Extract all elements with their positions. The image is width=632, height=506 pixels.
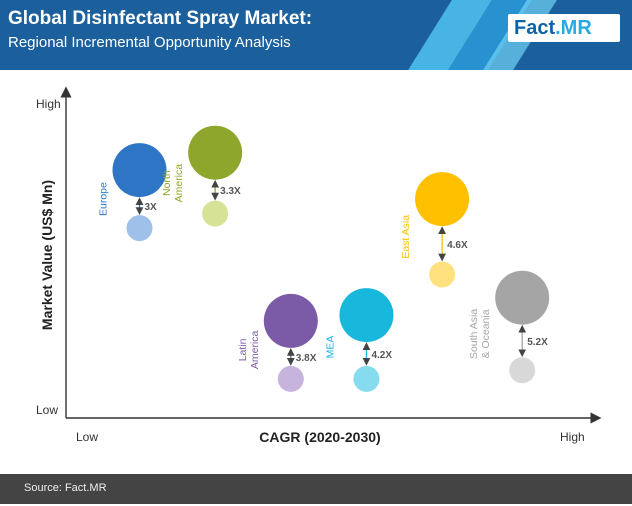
region-label-line: America: [173, 164, 185, 203]
logo-accent: .MR: [555, 17, 592, 39]
region-label: Latin America: [237, 330, 261, 369]
region-group-europe: 3X Europe: [98, 143, 167, 242]
logo-main: Fact: [514, 17, 556, 39]
fact-mr-logo: Fact.MR: [508, 14, 620, 42]
region-label-line: North: [161, 170, 173, 196]
region-label: MEA: [324, 336, 336, 359]
growth-multiplier-label: 3.8X: [296, 353, 317, 364]
region-bubble-small: [429, 261, 456, 288]
region-label-line: MEA: [324, 336, 336, 359]
x-tick-label-low: Low: [76, 430, 98, 444]
x-axis-title: CAGR (2020-2030): [259, 429, 380, 445]
region-label-line: America: [249, 330, 261, 369]
source-text: Source: Fact.MR: [24, 482, 107, 494]
region-bubble-small: [353, 365, 380, 392]
region-bubble-large: [339, 288, 394, 343]
region-label: Europe: [98, 182, 110, 216]
region-label-line: Europe: [98, 182, 110, 216]
region-bubble-small: [509, 357, 536, 384]
x-tick-label-high: High: [560, 430, 585, 444]
region-bubble-large: [495, 270, 550, 325]
logo-text: Fact.MR: [514, 17, 592, 40]
region-label-line: Latin: [237, 338, 249, 361]
region-bubble-small: [202, 200, 229, 227]
page-title: Global Disinfectant Spray Market:: [8, 8, 313, 29]
page-subtitle: Regional Incremental Opportunity Analysi…: [8, 34, 291, 51]
region-group-mea: 4.2X MEA: [324, 288, 394, 392]
region-label-line: East Asia: [400, 215, 412, 259]
header-banner: Global Disinfectant Spray Market: Region…: [0, 0, 632, 70]
chart-axes: High Low Low High CAGR (2020-2030) Market Val…: [36, 86, 602, 445]
growth-multiplier-label: 3.3X: [220, 186, 241, 197]
region-bubble-large: [263, 293, 318, 348]
y-axis-title: Market Value (US$ Mn): [39, 180, 55, 330]
region-group-south-asia-oceania: 5.2X South Asia & Oceania: [468, 270, 550, 384]
footer-bar: Source: Fact.MR: [0, 474, 632, 504]
region-bubble-small: [126, 215, 153, 242]
growth-multiplier-label: 4.6X: [447, 240, 468, 251]
y-tick-label-high: High: [36, 97, 61, 111]
region-label: North America: [161, 164, 185, 203]
region-bubble-large: [188, 125, 243, 180]
region-group-east-asia: 4.6X East Asia: [400, 172, 470, 288]
y-tick-label-low: Low: [36, 403, 58, 417]
region-label: South Asia & Oceania: [468, 309, 492, 359]
region-label: East Asia: [400, 215, 412, 259]
region-label-line: South Asia: [468, 309, 480, 359]
growth-multiplier-label: 3X: [145, 202, 158, 213]
region-bubble-large: [112, 143, 167, 198]
region-bubble-small: [277, 365, 304, 392]
region-group-latin-america: 3.8X Latin America: [237, 293, 318, 392]
bubble-chart: High Low Low High CAGR (2020-2030) Market Val…: [36, 86, 602, 445]
region-label-line: & Oceania: [480, 309, 492, 358]
growth-multiplier-label: 4.2X: [371, 350, 392, 361]
growth-multiplier-label: 5.2X: [527, 337, 548, 348]
region-group-north-america: 3.3X North America: [161, 125, 243, 227]
region-bubble-large: [415, 172, 470, 227]
